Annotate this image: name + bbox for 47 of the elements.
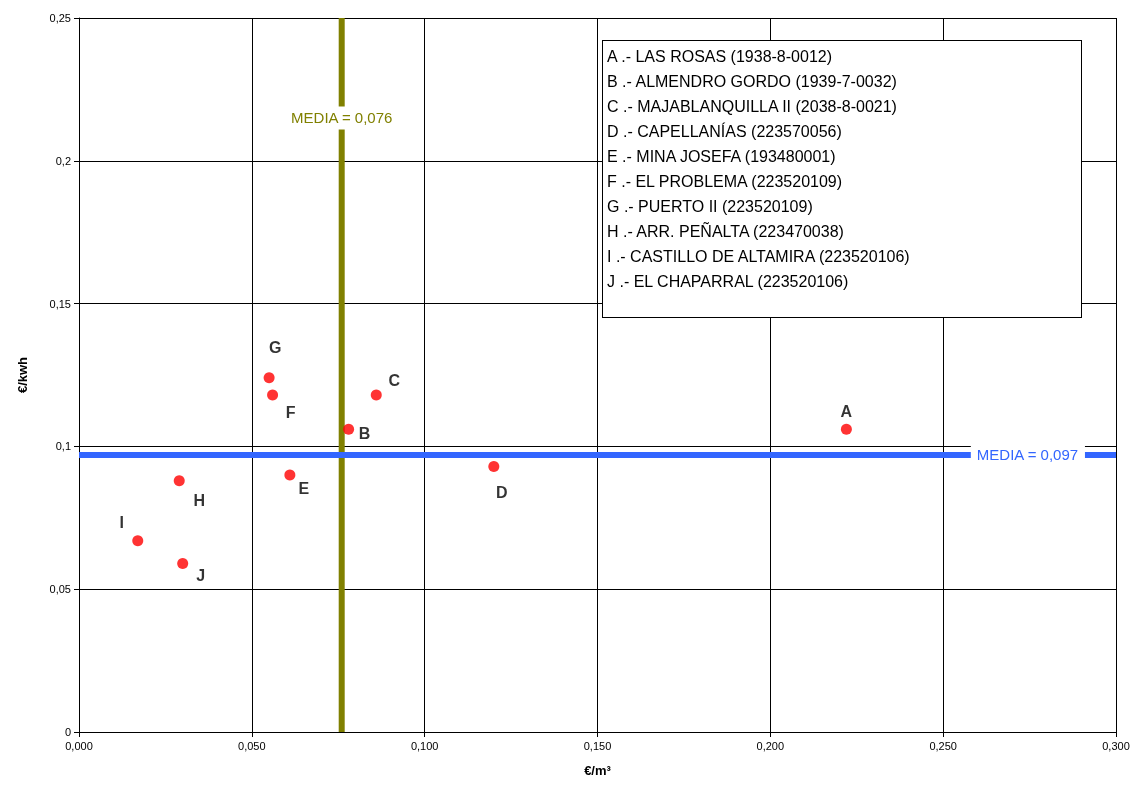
annotation: I .- CASTILLO DE ALTAMIRA (223520106) bbox=[607, 247, 911, 267]
y-tick-label: 0,05 bbox=[49, 583, 71, 596]
point bbox=[177, 558, 189, 569]
annotation: F .- EL PROBLEMA (223520109) bbox=[607, 172, 844, 192]
point bbox=[343, 423, 355, 435]
y-tick-label: 0,15 bbox=[49, 297, 71, 310]
x-tick-label: 0,150 bbox=[583, 739, 612, 752]
annotation: J bbox=[196, 567, 206, 584]
x-tick-label: 0,300 bbox=[1102, 739, 1130, 752]
annotation: B bbox=[358, 424, 371, 442]
annotation: E bbox=[298, 480, 310, 498]
x-tick-label: 0,050 bbox=[238, 739, 266, 752]
annotation: D bbox=[496, 483, 508, 501]
annotation: A .- LAS ROSAS (1938-8-0012) bbox=[607, 47, 833, 67]
annotation: E .- MINA JOSEFA (193480001) bbox=[607, 147, 837, 167]
point bbox=[488, 460, 500, 472]
annotation: I bbox=[119, 514, 124, 532]
point bbox=[370, 389, 382, 401]
x-tick-label: 0,200 bbox=[756, 739, 785, 752]
y-tick-label: 0,1 bbox=[55, 440, 71, 453]
annotation: G .- PUERTO II (223520109) bbox=[607, 197, 814, 217]
annotation: C bbox=[388, 372, 401, 390]
annotation: G bbox=[268, 339, 282, 357]
y-tick-label: 0,25 bbox=[49, 12, 71, 24]
ref-line-label: MEDIA = 0,097 bbox=[976, 446, 1079, 464]
y-axis-title: €/kwh bbox=[15, 356, 30, 394]
x-tick-label: 0,250 bbox=[929, 739, 957, 752]
y-tick-label: 0 bbox=[64, 726, 71, 738]
point bbox=[267, 389, 279, 401]
annotation: D .- CAPELLANÍAS (223570056) bbox=[607, 121, 843, 142]
point bbox=[132, 535, 144, 547]
y-tick-label: 0,2 bbox=[55, 154, 71, 167]
annotation: H bbox=[193, 492, 206, 510]
ref-line-label: MEDIA = 0,076 bbox=[291, 109, 393, 127]
x-tick-label: 0,100 bbox=[410, 739, 439, 752]
point bbox=[284, 469, 296, 481]
annotation: J .- EL CHAPARRAL (223520106) bbox=[607, 272, 850, 292]
point bbox=[173, 475, 185, 487]
annotation: C .- MAJABLANQUILLA II (2038-8-0021) bbox=[607, 97, 898, 117]
annotation: B .- ALMENDRO GORDO (1939-7-0032) bbox=[607, 72, 898, 92]
point bbox=[840, 423, 852, 435]
x-tick-label: 0,000 bbox=[65, 739, 93, 752]
point bbox=[263, 372, 275, 384]
x-axis-title: €/m³ bbox=[584, 763, 612, 778]
annotation: A bbox=[840, 402, 853, 420]
annotation: H .- ARR. PEÑALTA (223470038) bbox=[607, 221, 845, 242]
annotation: F bbox=[285, 404, 296, 422]
